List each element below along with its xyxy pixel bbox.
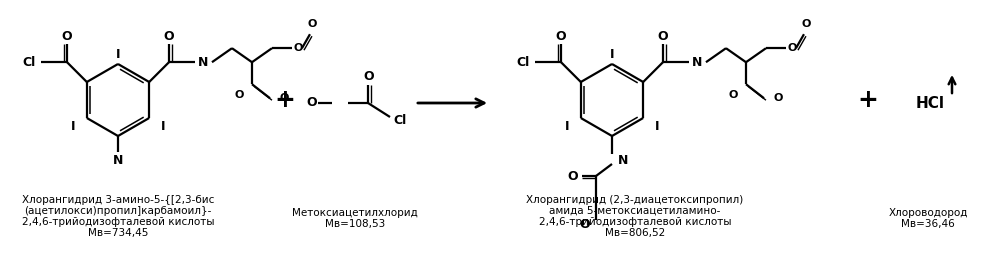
Text: O: O <box>280 93 289 103</box>
Text: O: O <box>802 19 811 29</box>
Text: O: O <box>729 90 738 100</box>
Text: Хлороводород: Хлороводород <box>888 208 968 218</box>
Text: N: N <box>692 56 702 69</box>
Text: O: O <box>555 30 566 43</box>
Text: I: I <box>161 119 166 132</box>
Text: O: O <box>579 217 590 230</box>
Text: O: O <box>567 170 578 183</box>
Text: +: + <box>857 88 878 112</box>
Text: O: O <box>774 93 784 103</box>
Text: I: I <box>564 119 569 132</box>
Text: 2,4,6-трийодизофталевой кислоты: 2,4,6-трийодизофталевой кислоты <box>22 217 214 227</box>
Text: O: O <box>62 30 73 43</box>
Text: HCl: HCl <box>915 96 944 111</box>
Text: Хлорангидрид 3-амино-5-{[2,3-бис: Хлорангидрид 3-амино-5-{[2,3-бис <box>22 195 214 205</box>
Text: I: I <box>116 47 121 60</box>
Text: I: I <box>71 119 75 132</box>
Text: O: O <box>658 30 668 43</box>
Text: O: O <box>234 90 244 100</box>
Text: O: O <box>293 43 303 53</box>
Text: Мв=108,53: Мв=108,53 <box>325 219 385 229</box>
Text: O: O <box>307 19 317 29</box>
Text: N: N <box>618 153 628 166</box>
Text: Cl: Cl <box>394 114 407 127</box>
Text: N: N <box>197 56 208 69</box>
Text: (ацетилокси)пропил]карбамоил}-: (ацетилокси)пропил]карбамоил}- <box>24 206 211 216</box>
Text: N: N <box>113 153 124 166</box>
Text: амида 5-метоксиацетиламино-: амида 5-метоксиацетиламино- <box>549 206 721 216</box>
Text: 2,4,6-трийодизофталевой кислоты: 2,4,6-трийодизофталевой кислоты <box>538 217 731 227</box>
Text: I: I <box>655 119 659 132</box>
Text: Хлорангидрид (2,3-диацетоксипропил): Хлорангидрид (2,3-диацетоксипропил) <box>526 195 744 205</box>
Text: Мв=734,45: Мв=734,45 <box>88 228 149 238</box>
Text: O: O <box>788 43 797 53</box>
Text: I: I <box>610 47 614 60</box>
Text: +: + <box>274 88 295 112</box>
Text: Cl: Cl <box>22 56 36 69</box>
Text: Метоксиацетилхлорид: Метоксиацетилхлорид <box>292 208 418 218</box>
Text: O: O <box>364 71 374 83</box>
Text: Мв=806,52: Мв=806,52 <box>605 228 665 238</box>
Text: Cl: Cl <box>516 56 529 69</box>
Text: O: O <box>307 96 317 109</box>
Text: O: O <box>164 30 174 43</box>
Text: Мв=36,46: Мв=36,46 <box>901 219 955 229</box>
